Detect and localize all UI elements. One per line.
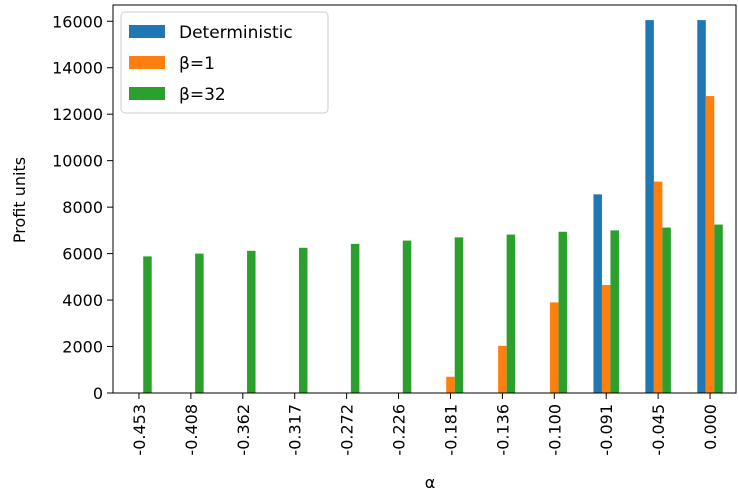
x-tick-label: -0.408: [182, 404, 201, 456]
bar-3-11: [662, 227, 671, 393]
legend-label: Deterministic: [179, 23, 293, 43]
plot-frame: [112, 4, 737, 394]
y-tick-label: 14000: [52, 59, 103, 78]
bar-3-4: [298, 247, 308, 393]
bar-2-11: [653, 181, 663, 393]
bar-3-6: [402, 240, 412, 393]
y-tick-label: 12000: [52, 105, 103, 124]
legend-label: β=32: [179, 85, 226, 105]
bar-3-3: [247, 250, 256, 393]
bar-2-12: [705, 96, 715, 393]
bar-3-12: [714, 224, 723, 393]
bar-2-7: [446, 376, 455, 393]
legend-swatch: [129, 87, 165, 100]
bar-2-9: [550, 302, 559, 393]
x-tick-label: -0.453: [130, 404, 149, 456]
y-tick-label: 2000: [62, 338, 103, 357]
bar-3-2: [195, 253, 204, 393]
bar-3-8: [506, 234, 516, 393]
legend-swatch: [129, 56, 165, 69]
x-tick-label: -0.100: [545, 404, 564, 456]
legend-box: [120, 11, 329, 114]
bar-1-12: [697, 20, 706, 393]
bar-1-10: [593, 194, 602, 393]
legend-swatch: [129, 25, 165, 38]
x-tick-label: -0.272: [338, 404, 357, 456]
y-tick-label: 8000: [62, 198, 103, 217]
x-tick-label: -0.362: [234, 404, 253, 456]
y-tick-label: 16000: [52, 12, 103, 31]
legend: Deterministic β=1 β=32: [120, 11, 329, 114]
x-tick-label: -0.226: [390, 404, 409, 456]
bar-1-11: [645, 20, 654, 393]
x-tick-label: -0.045: [649, 404, 668, 456]
bar-2-10: [601, 284, 611, 393]
y-tick-label: 4000: [62, 291, 103, 310]
y-axis-label: Profit units: [10, 157, 29, 243]
bar-3-1: [143, 256, 152, 393]
x-tick-label: -0.136: [493, 404, 512, 456]
bar-3-5: [350, 243, 360, 393]
x-axis-label: α: [425, 473, 436, 492]
bar-3-10: [610, 230, 619, 393]
x-tick-label: -0.317: [286, 404, 305, 456]
bar-2-8: [498, 345, 507, 393]
x-tick-label: 0.000: [701, 404, 720, 450]
bar-3-9: [558, 231, 568, 393]
y-tick-label: 0: [93, 384, 103, 403]
x-tick-label: -0.181: [441, 404, 460, 456]
x-tick-label: -0.091: [597, 404, 616, 456]
y-tick-label: 6000: [62, 245, 103, 264]
y-tick-label: 10000: [52, 152, 103, 171]
bar-3-7: [454, 237, 464, 393]
legend-label: β=1: [179, 54, 215, 74]
